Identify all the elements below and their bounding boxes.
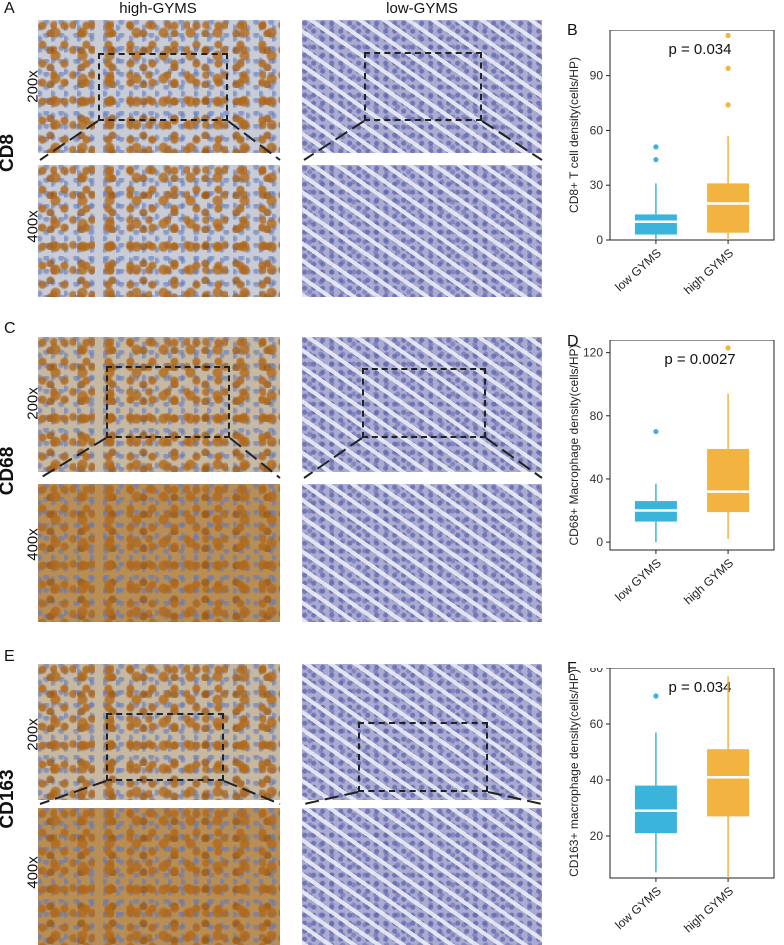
x-tick-label: low GYMS: [612, 246, 663, 294]
y-tick-label: 120: [583, 346, 603, 360]
box: [707, 183, 750, 233]
zoom-region-box: [362, 368, 486, 438]
micrograph-cd163-low-200x: [302, 664, 542, 800]
zoom-region-box: [358, 722, 488, 792]
outlier-point: [653, 693, 659, 699]
y-axis-label: CD8+ T cell density(cells/HP): [567, 57, 581, 213]
outlier-point: [725, 32, 731, 39]
outlier-point: [653, 144, 659, 150]
x-tick-label: high GYMS: [681, 246, 736, 297]
panel-letter-a: A: [4, 0, 15, 17]
y-tick-label: 60: [590, 123, 604, 137]
zoom-region-box: [98, 53, 228, 121]
zoom-region-box: [106, 713, 224, 781]
y-tick-label: 90: [590, 69, 604, 83]
box: [707, 448, 750, 513]
micrograph-cd8-high-200x: [38, 20, 280, 153]
x-tick-label: high GYMS: [681, 884, 736, 935]
outlier-point: [725, 65, 731, 71]
panel-letter-c: C: [4, 320, 16, 337]
y-tick-label: 60: [590, 717, 604, 731]
p-value-label: p = 0.034: [669, 41, 732, 58]
micrograph-cd68-high-200x: [38, 337, 280, 472]
outlier-point: [653, 428, 659, 435]
box: [634, 785, 677, 834]
micrograph-cd68-low-200x: [302, 337, 542, 472]
y-tick-label: 30: [590, 178, 604, 192]
boxplot-cd163: 20 40 60 80 CD163+ macrophage density(cells/…: [567, 668, 775, 935]
plot-frame: [609, 668, 775, 879]
x-tick-label: high GYMS: [681, 556, 736, 607]
y-tick-label: 0: [596, 233, 603, 247]
micrograph-cd68-high-400x: [38, 484, 280, 622]
y-tick-label: 20: [590, 829, 604, 843]
y-tick-label: 40: [590, 773, 604, 787]
column-header-low-gyms: low-GYMS: [386, 0, 458, 17]
p-value-label: p = 0.034: [669, 679, 732, 696]
boxplot-cd8: 0 30 60 90 CD8+ T cell density(cells/HP) p = …: [567, 30, 775, 297]
column-header-high-gyms: high-GYMS: [119, 0, 197, 17]
y-tick-label: 0: [596, 535, 603, 549]
outlier-point: [653, 157, 659, 163]
plot-frame: [609, 340, 775, 551]
micrograph-cd8-low-200x: [302, 20, 542, 153]
panel-letter-b: B: [567, 22, 578, 39]
outlier-point: [725, 102, 731, 108]
panel-letter-e: E: [4, 648, 15, 665]
micrograph-cd8-high-400x: [38, 165, 280, 297]
y-axis-label: CD163+ macrophage density(cells/HP): [567, 669, 581, 877]
y-tick-label: 80: [590, 668, 604, 675]
p-value-label: p = 0.0027: [664, 351, 735, 368]
panel-letter-d: D: [567, 333, 579, 350]
micrograph-cd163-high-200x: [38, 664, 280, 800]
micrograph-cd163-high-400x: [38, 808, 280, 945]
y-tick-label: 40: [590, 472, 604, 486]
x-tick-label: low GYMS: [612, 884, 663, 932]
outlier-point: [725, 345, 731, 351]
zoom-region-box: [364, 52, 482, 121]
panel-letter-f: F: [567, 660, 577, 677]
box: [634, 214, 677, 235]
micrograph-cd163-low-400x: [302, 808, 542, 945]
x-tick-label: low GYMS: [612, 556, 663, 604]
micrograph-cd68-low-400x: [302, 484, 542, 622]
box: [707, 749, 750, 817]
y-tick-label: 80: [590, 409, 604, 423]
y-axis-label: CD68+ Macrophage density(cells/HP): [567, 344, 581, 545]
plot-frame: [609, 30, 775, 241]
zoom-region-box: [106, 366, 230, 438]
micrograph-cd8-low-400x: [302, 165, 542, 297]
